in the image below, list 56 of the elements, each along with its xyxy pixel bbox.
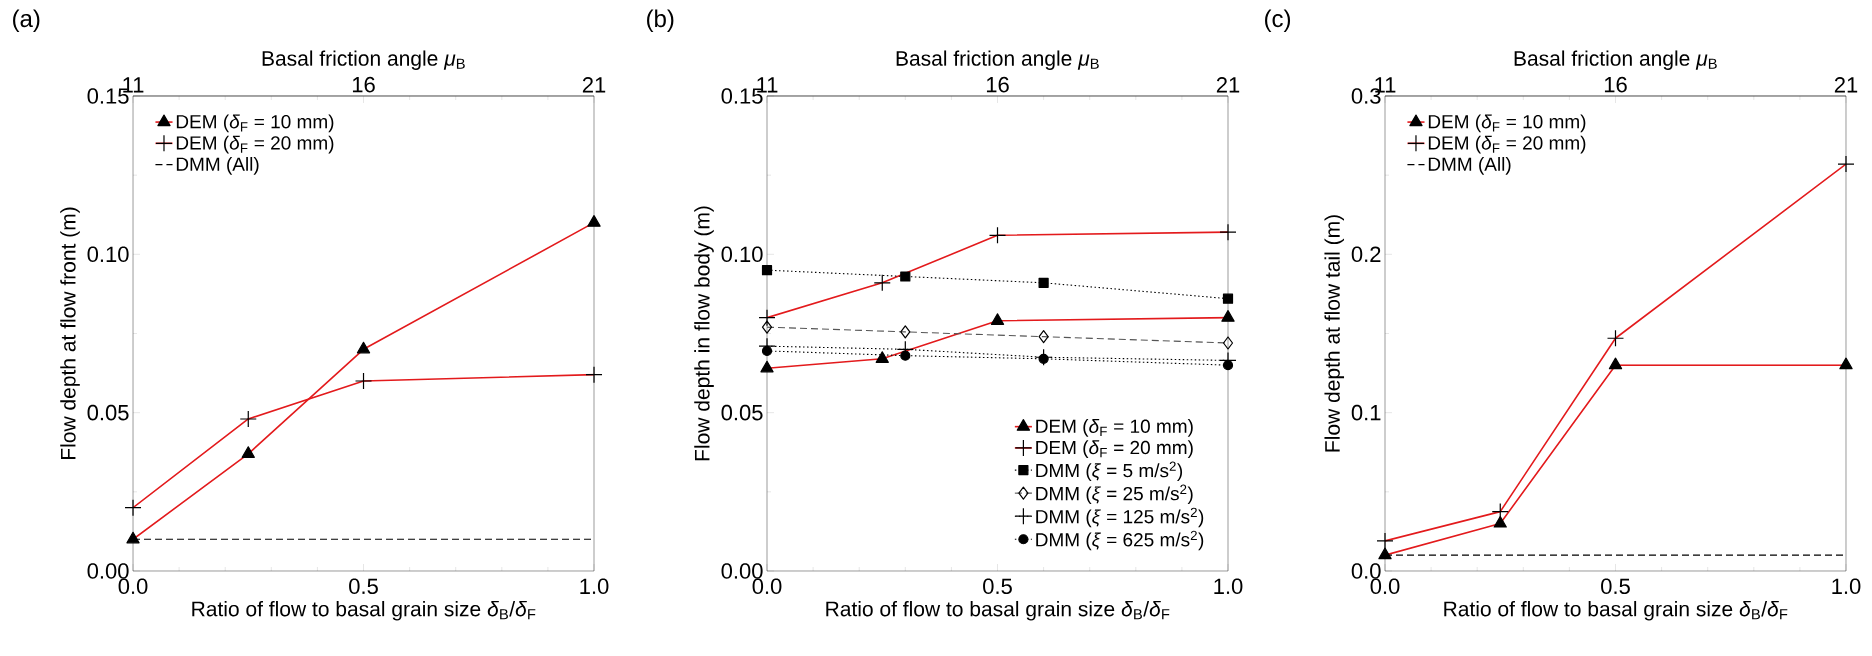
legend-label: DEM (δ$_{F}$ = 10 mm): [1036, 419, 1193, 437]
x-tick-label: 0.5: [1601, 578, 1630, 595]
y-axis-title: Flow depth at flow front (m): [60, 207, 80, 459]
x-axis-title: Ratio of flow to basal grain size δ$_{B}$/δ$_{F}$: [192, 600, 536, 621]
point: [900, 271, 911, 282]
point: [1222, 293, 1234, 304]
y-tick-label: 0.00: [721, 563, 763, 579]
legend-label: DEM (δ$_{F}$ = 20 mm): [1428, 135, 1586, 154]
chart-title: (b): [647, 9, 674, 32]
x2-axis-title: Basal friction angle μ$_{B}$: [262, 50, 465, 71]
legend-label: DEM (δ$_{F}$ = 20 mm): [176, 135, 334, 154]
x-tick-label: 0.0: [752, 578, 782, 595]
x-tick-label: 0.0: [1370, 578, 1400, 595]
legend-label: DMM (All): [1428, 156, 1511, 175]
legend-label: DMM (ξ = 25 m/s$^{2}$): [1036, 484, 1193, 505]
legend-label: DEM (δ$_{F}$ = 20 mm): [1036, 440, 1193, 458]
y-tick-label: 0.1: [1351, 404, 1381, 421]
point: [900, 350, 911, 361]
x2-axis-title: Basal friction angle μ$_{B}$: [1514, 50, 1717, 71]
y-tick-label: 0.05: [87, 404, 129, 421]
x-tick-label: 1.0: [580, 578, 609, 595]
x-tick-label: 1.0: [1214, 578, 1243, 595]
y-tick-label: 0.0: [1351, 563, 1381, 579]
x2-tick-label: 21: [582, 77, 606, 93]
x2-axis-title: Basal friction angle μ$_{B}$: [896, 50, 1099, 71]
x-tick-label: 0.5: [983, 578, 1012, 595]
x-tick-label: 1.0: [1832, 578, 1861, 595]
chart-title: (c): [1265, 9, 1291, 32]
x-tick-label: 0.0: [118, 578, 148, 595]
y-tick-label: 0.2: [1351, 246, 1381, 263]
x-tick-label: 0.5: [349, 578, 378, 595]
x-axis-title: Ratio of flow to basal grain size δ$_{B}$/δ$_{F}$: [826, 600, 1170, 621]
point: [1038, 353, 1049, 364]
point: [1222, 360, 1234, 371]
legend-label: DEM (δ$_{F}$ = 10 mm): [176, 114, 334, 133]
legend-label: DEM (δ$_{F}$ = 10 mm): [1428, 114, 1586, 133]
y-tick-label: 0.10: [721, 246, 763, 263]
y-axis-title: Flow depth at flow tail (m): [1324, 215, 1345, 452]
chart-title: (a): [13, 9, 40, 32]
x-axis-title: Ratio of flow to basal grain size δ$_{B}$/δ$_{F}$: [1444, 600, 1788, 621]
point: [761, 345, 773, 356]
x2-tick-label: 16: [352, 76, 375, 93]
y-tick-label: 0.05: [721, 404, 763, 421]
x2-tick-label: 21: [1216, 77, 1240, 93]
y-axis-title: Flow depth in flow body (m): [694, 206, 714, 461]
legend-label: DMM (All): [176, 156, 259, 175]
y-tick-label: 0.10: [87, 246, 129, 263]
x2-tick-label: 21: [1834, 77, 1858, 93]
legend-label: DMM (ξ = 5 m/s$^{2}$): [1036, 461, 1183, 482]
x2-tick-label: 16: [986, 76, 1009, 93]
point: [761, 265, 773, 276]
legend-label: DMM (ξ = 625 m/s$^{2}$): [1036, 530, 1204, 551]
point: [1038, 277, 1049, 288]
legend-label: DMM (ξ = 125 m/s$^{2}$): [1036, 507, 1204, 528]
y-tick-label: 0.00: [87, 563, 129, 579]
x2-tick-label: 16: [1604, 76, 1627, 93]
